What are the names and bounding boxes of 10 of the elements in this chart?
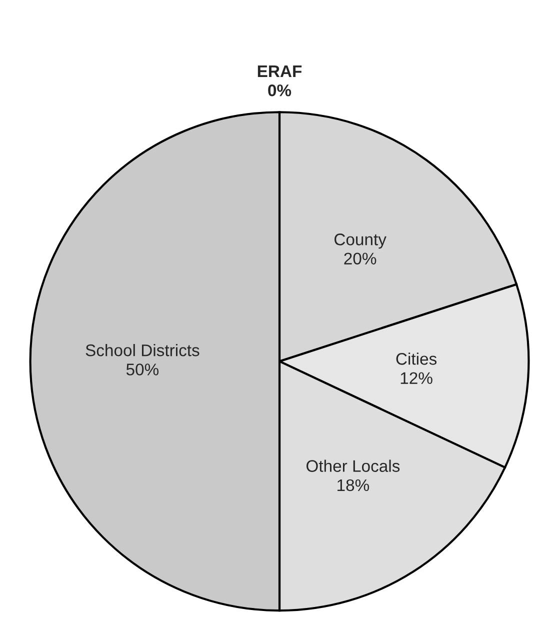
data-label: 50% bbox=[126, 364, 159, 376]
slice-label: County bbox=[334, 234, 386, 249]
data-label: 12% bbox=[400, 372, 432, 384]
slice-label: Other Locals bbox=[306, 460, 400, 472]
slice-label: Cities bbox=[396, 352, 437, 365]
slice-label: School Districts bbox=[86, 344, 200, 356]
category-label: ERAF bbox=[258, 66, 302, 77]
data-label: 20% bbox=[344, 252, 376, 265]
text: 0% bbox=[268, 84, 292, 96]
data-label: 18% bbox=[338, 479, 370, 492]
